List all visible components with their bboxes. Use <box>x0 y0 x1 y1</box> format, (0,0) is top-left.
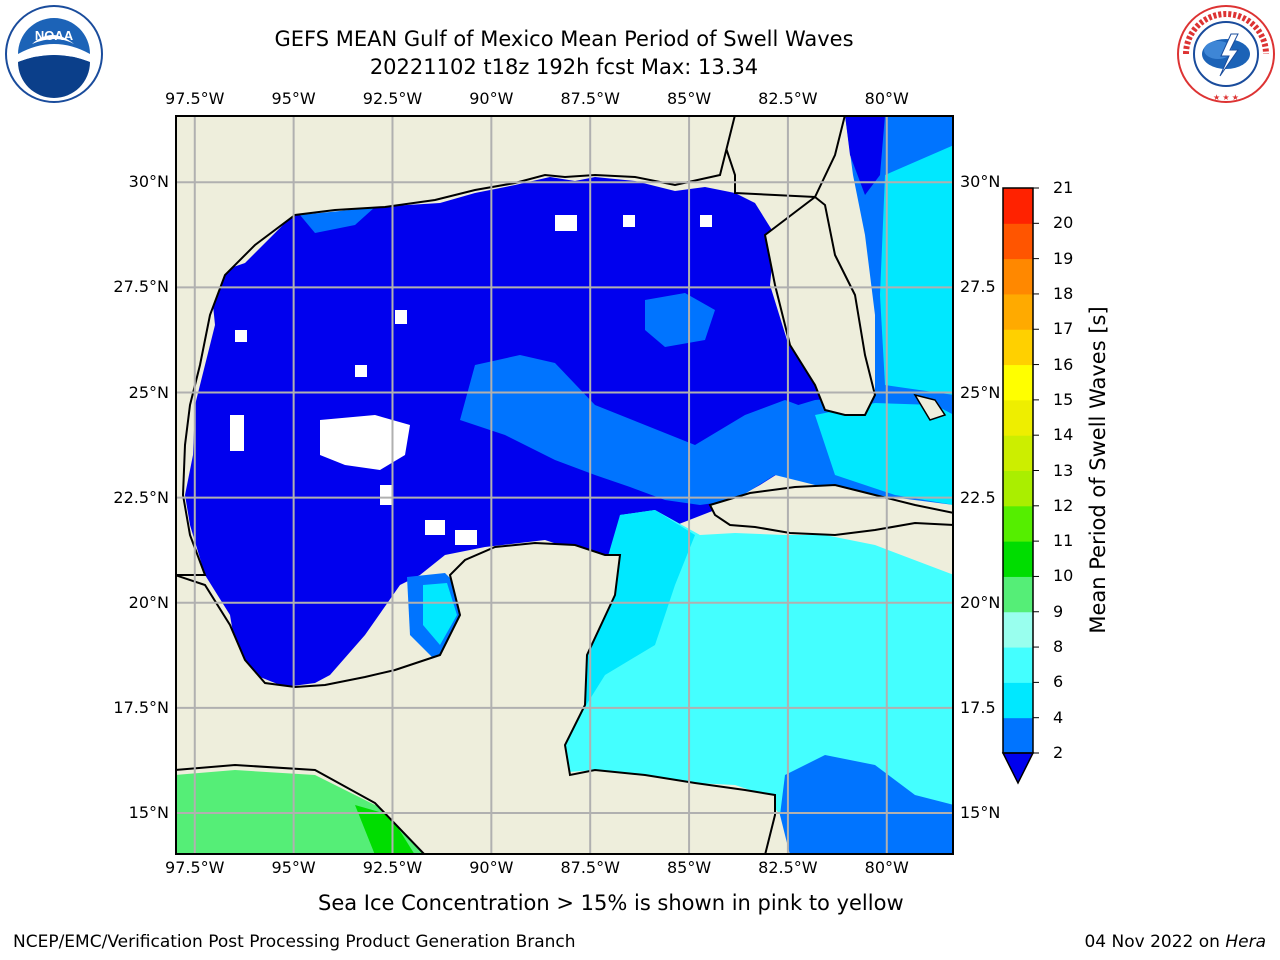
colorbar-tick-label: 8 <box>1053 637 1064 657</box>
gulf-swell-4-6s-west <box>423 583 457 645</box>
right-lat-label: 30°N <box>960 172 1001 192</box>
colorbar-bin <box>1003 647 1033 683</box>
colorbar <box>1001 187 1039 785</box>
sea-ice-caption: Sea Ice Concentration > 15% is shown in … <box>318 891 904 915</box>
bottom-lon-label: 90°W <box>469 858 514 877</box>
top-lon-label: 82.5°W <box>758 89 818 108</box>
straits-swell-4-6s <box>815 403 954 505</box>
colorbar-tick-label: 2 <box>1053 743 1064 762</box>
colorbar-bin <box>1003 435 1033 471</box>
top-lon-label: 80°W <box>864 89 909 108</box>
top-lon-label: 92.5°W <box>362 89 423 108</box>
bottom-lon-label: 85°W <box>666 858 712 877</box>
nws-logo: ★ ★ ★ <box>1177 5 1275 103</box>
bahamas <box>913 393 947 421</box>
map-frame <box>175 115 954 855</box>
atlantic-swell-4-6s <box>880 145 954 395</box>
bottom-lon-label: 97.5°W <box>165 858 225 877</box>
right-lat-label: 20°N <box>960 592 1001 612</box>
colorbar-tick-label: 15 <box>1053 389 1074 409</box>
title-line-2: 20221102 t18z 192h fcst Max: 13.34 <box>369 55 759 79</box>
colorbar-bin <box>1003 293 1033 330</box>
right-lat-label: 17.5 <box>960 697 996 717</box>
central-america <box>175 541 776 855</box>
top-lon-label: 85°W <box>666 89 712 108</box>
left-lat-label: 20°N <box>128 592 169 612</box>
gulf-swell-2-4s-north <box>300 207 375 233</box>
top-lon-label: 87.5°W <box>560 89 620 108</box>
colorbar-tick-label: 10 <box>1053 566 1074 586</box>
bottom-lon-label: 87.5°W <box>560 858 620 877</box>
colorbar-tick-label: 21 <box>1053 178 1074 197</box>
right-lat-label: 22.5 <box>960 487 996 507</box>
colorbar-tick-label: 16 <box>1053 354 1074 374</box>
colorbar-bin <box>1003 470 1033 507</box>
colorbar-bin <box>1003 505 1033 542</box>
caribbean-swell-4-6s <box>570 510 695 715</box>
no-data-patches <box>230 215 712 545</box>
colorbar-bin <box>1003 399 1033 436</box>
bottom-lon-label: 80°W <box>864 858 909 877</box>
bottom-lon-label: 95°W <box>271 858 316 877</box>
colorbar-under-arrow <box>1001 752 1035 785</box>
colorbar-tick-label: 12 <box>1053 495 1074 515</box>
colorbar-bin <box>1003 541 1033 577</box>
left-lat-label: 25°N <box>128 382 169 402</box>
pacific-swell-10-11s <box>355 805 415 855</box>
colorbar-bin <box>1003 364 1033 401</box>
map-panel <box>175 115 954 855</box>
colorbar-tick-label: 4 <box>1053 707 1064 727</box>
noaa-logo: NOAA <box>5 5 103 103</box>
left-lat-label: 22.5°N <box>113 487 169 507</box>
colorbar-tick-label: 13 <box>1053 460 1074 480</box>
colorbar-bin <box>1003 223 1033 260</box>
gulf-swell-2-4s-blob <box>645 293 715 347</box>
colorbar-tick-label: 17 <box>1053 319 1074 339</box>
colorbar-tick-label: 11 <box>1053 531 1074 551</box>
us-gulf-coast <box>175 115 737 576</box>
left-lat-label: 27.5°N <box>113 277 169 297</box>
noaa-logo-text: NOAA <box>35 28 74 43</box>
bottom-lon-label: 92.5°W <box>362 858 423 877</box>
colorbar-bin <box>1003 611 1033 648</box>
colorbar-bin <box>1003 682 1033 719</box>
colorbar-tick-label: 18 <box>1053 283 1074 303</box>
colorbar-bin <box>1003 188 1033 224</box>
svg-text:★ ★ ★: ★ ★ ★ <box>1213 93 1239 102</box>
colorbar-bin <box>1003 329 1033 366</box>
colorbar-tick-label: 19 <box>1053 248 1074 268</box>
colorbar-bin <box>1003 576 1033 613</box>
left-lat-label: 17.5°N <box>113 697 169 717</box>
right-lat-label: 15°N <box>960 802 1001 822</box>
atlantic-swell-under-2s <box>845 115 885 195</box>
graticule <box>175 115 954 855</box>
colorbar-tick-label: 20 <box>1053 213 1074 233</box>
title-line-1: GEFS MEAN Gulf of Mexico Mean Period of … <box>274 27 854 51</box>
top-lon-label: 95°W <box>271 89 316 108</box>
right-lat-label: 25°N <box>960 382 1001 402</box>
footer-machine: Hera <box>1225 932 1266 952</box>
colorbar-label: Mean Period of Swell Waves [s] <box>1086 306 1110 634</box>
top-lon-label: 90°W <box>469 89 514 108</box>
right-lat-label: 27.5 <box>960 277 996 297</box>
bottom-lon-label: 82.5°W <box>758 858 818 877</box>
footer-credit: NCEP/EMC/Verification Post Processing Pr… <box>13 932 576 952</box>
left-lat-label: 15°N <box>128 802 169 822</box>
colorbar-tick-label: 14 <box>1053 425 1074 445</box>
left-lat-label: 30°N <box>128 172 169 192</box>
top-lon-label: 97.5°W <box>165 89 225 108</box>
colorbar-tick-label: 9 <box>1053 601 1064 621</box>
colorbar-tick-label: 6 <box>1053 672 1064 692</box>
footer-date-text: 04 Nov 2022 on <box>1084 932 1226 952</box>
footer-date: 04 Nov 2022 on Hera <box>1084 932 1266 952</box>
colorbar-bin <box>1003 717 1033 754</box>
colorbar-bin <box>1003 258 1033 295</box>
caribbean-swell-2-4s-south <box>780 755 954 855</box>
